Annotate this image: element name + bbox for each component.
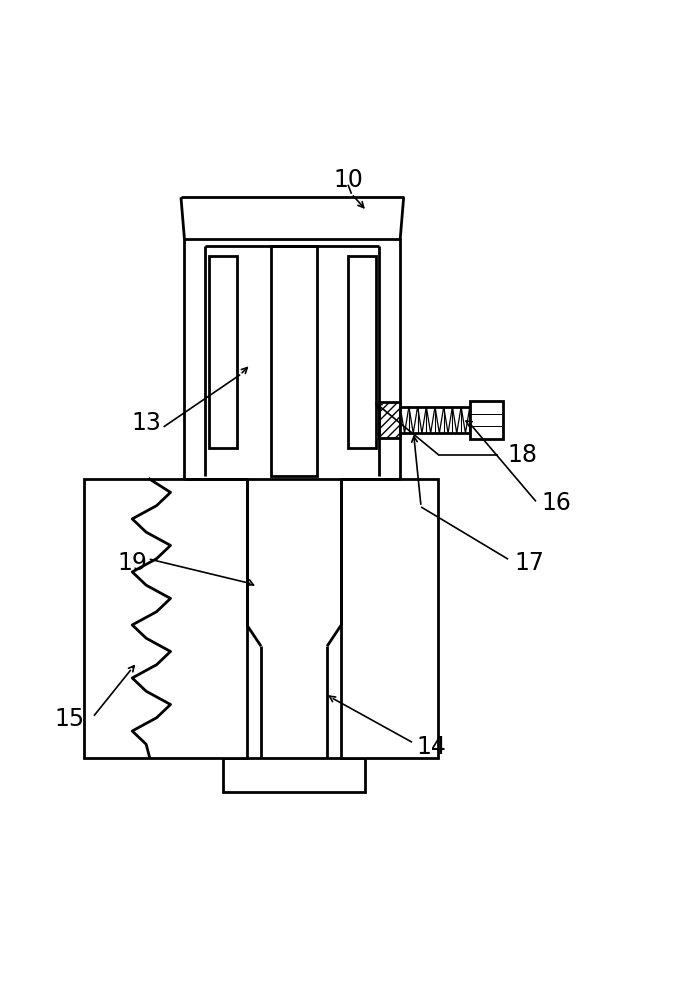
Text: 17: 17 bbox=[514, 551, 544, 575]
Bar bbox=[400, 407, 470, 433]
Bar bbox=[84, 479, 247, 758]
Text: 16: 16 bbox=[542, 491, 571, 515]
Text: 10: 10 bbox=[333, 168, 363, 192]
Text: 19: 19 bbox=[118, 551, 147, 575]
Text: 18: 18 bbox=[507, 443, 537, 467]
Bar bbox=[470, 401, 503, 439]
Bar bbox=[223, 758, 365, 792]
Bar bbox=[348, 256, 376, 448]
Text: 14: 14 bbox=[417, 735, 446, 759]
Text: 13: 13 bbox=[132, 411, 161, 435]
Bar bbox=[184, 239, 400, 479]
Bar bbox=[341, 479, 438, 758]
Text: 15: 15 bbox=[54, 707, 85, 731]
Bar bbox=[209, 256, 237, 448]
Bar bbox=[379, 402, 400, 438]
Bar bbox=[271, 246, 317, 476]
